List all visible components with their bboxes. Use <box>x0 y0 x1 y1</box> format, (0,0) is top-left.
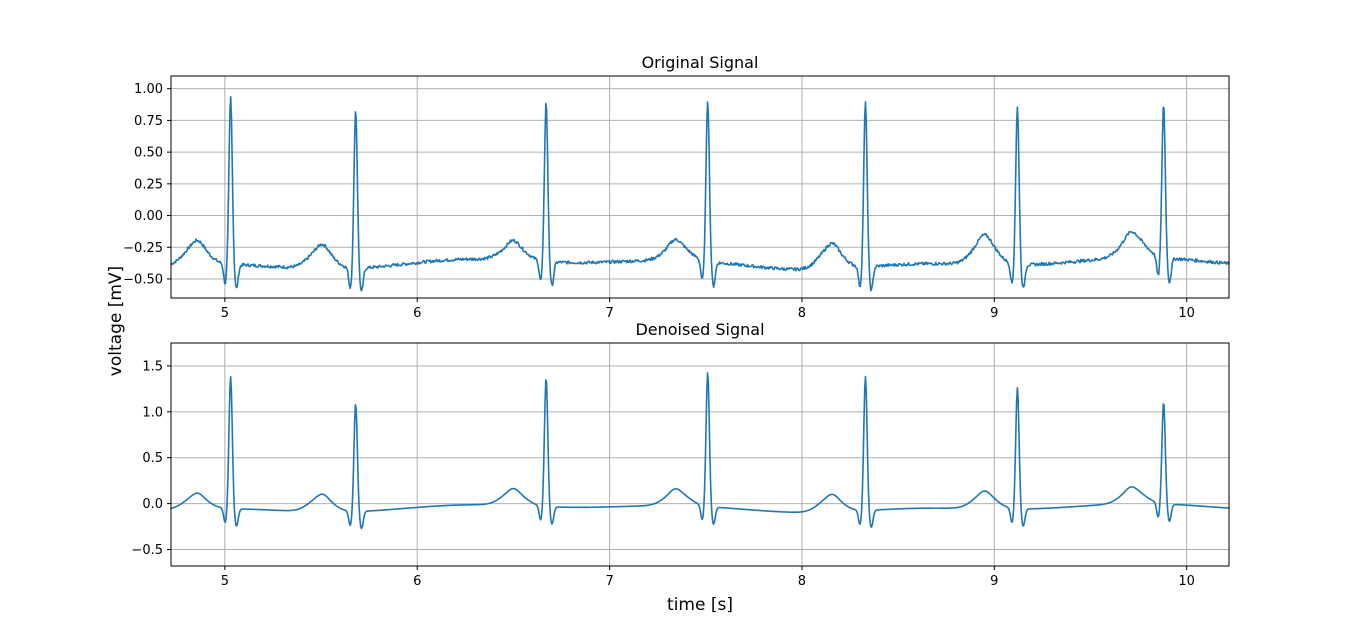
original-signal-y-tick-label: 0.50 <box>134 146 163 161</box>
denoised-signal-y-tick-label: 1.0 <box>142 405 163 420</box>
denoised-signal-title: Denoised Signal <box>635 320 764 339</box>
original-signal-x-tick-label: 6 <box>413 306 421 321</box>
original-signal-y-tick-label: 0.25 <box>134 177 163 192</box>
denoised-signal-x-tick-label: 9 <box>990 574 998 589</box>
original-signal-title: Original Signal <box>642 53 759 72</box>
y-axis-label: voltage [mV] <box>106 266 126 376</box>
denoised-signal-trace <box>170 372 1230 530</box>
denoised-signal-y-tick-label: 0.0 <box>142 497 163 512</box>
denoised-signal-grid <box>171 343 1229 566</box>
x-axis-label: time [s] <box>667 595 733 615</box>
original-signal-y-tick-label: −0.50 <box>123 272 163 287</box>
original-signal-x-ticks: 5 6 7 8 9 10 <box>221 298 1195 321</box>
denoised-signal-x-tick-label: 10 <box>1178 574 1195 589</box>
original-signal-x-tick-label: 10 <box>1178 306 1195 321</box>
denoised-signal-x-ticks: 5 6 7 8 9 10 <box>221 566 1195 589</box>
denoised-signal-y-tick-label: 1.5 <box>142 359 163 374</box>
original-signal-x-tick-label: 5 <box>221 306 229 321</box>
original-signal-x-tick-label: 9 <box>990 306 998 321</box>
original-signal-y-tick-label: 1.00 <box>134 82 163 97</box>
original-signal-x-tick-label: 8 <box>798 306 806 321</box>
original-signal-y-tick-label: 0.75 <box>134 114 163 129</box>
denoised-signal-x-tick-label: 5 <box>221 574 229 589</box>
original-signal-plot: Original Signal 5 6 7 8 9 10 −0.50 −0.25 0.00 0.… <box>123 53 1230 321</box>
denoised-signal-y-tick-label: −0.5 <box>131 543 163 558</box>
denoised-signal-series <box>170 372 1230 530</box>
denoised-signal-y-ticks: −0.5 0.0 0.5 1.0 1.5 <box>131 359 171 558</box>
denoised-signal-x-tick-label: 8 <box>798 574 806 589</box>
denoised-signal-frame <box>170 342 1230 567</box>
original-signal-trace <box>170 96 1230 292</box>
original-signal-grid <box>171 76 1229 298</box>
denoised-signal-x-tick-label: 7 <box>605 574 613 589</box>
denoised-signal-plot: Denoised Signal 5 6 7 8 9 10 −0.5 0.0 0.5 1.0 1.5 <box>131 320 1230 589</box>
original-signal-frame <box>170 75 1230 299</box>
original-signal-y-tick-label: 0.00 <box>134 209 163 224</box>
original-signal-y-tick-label: −0.25 <box>123 241 163 256</box>
original-signal-y-ticks: −0.50 −0.25 0.00 0.25 0.50 0.75 1.00 <box>123 82 171 287</box>
denoised-signal-x-tick-label: 6 <box>413 574 421 589</box>
denoised-signal-y-tick-label: 0.5 <box>142 451 163 466</box>
original-signal-x-tick-label: 7 <box>605 306 613 321</box>
original-signal-series <box>170 96 1230 292</box>
